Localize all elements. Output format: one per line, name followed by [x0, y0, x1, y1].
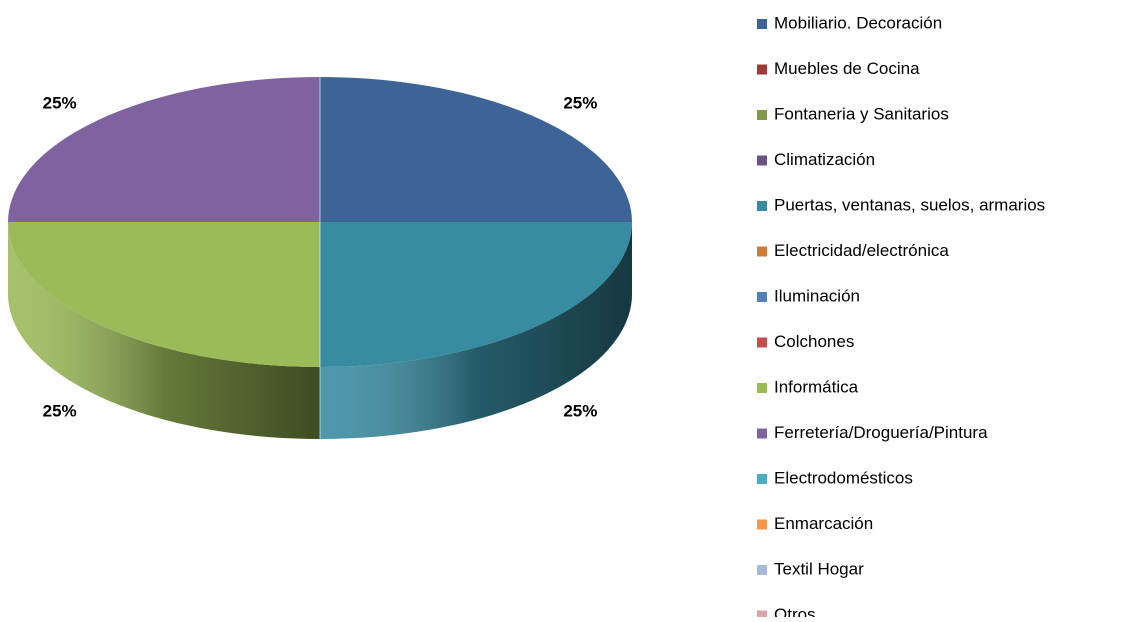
legend-label: Iluminación	[774, 286, 860, 305]
legend-swatch	[757, 519, 767, 530]
legend-swatch	[757, 428, 767, 439]
legend-swatch	[757, 292, 767, 302]
legend-swatch	[757, 474, 767, 484]
value-label: 25%	[43, 401, 77, 420]
value-label: 25%	[43, 94, 77, 113]
legend-swatch	[757, 201, 767, 211]
legend-label: Enmarcación	[774, 514, 873, 533]
legend-swatch	[757, 64, 767, 75]
legend-label: Informática	[774, 377, 859, 396]
legend-swatch	[757, 19, 767, 29]
pie-slice	[320, 77, 632, 222]
legend-swatch	[757, 155, 767, 166]
legend-label: Climatización	[774, 150, 875, 169]
legend-swatch	[757, 610, 767, 621]
pie-slice	[8, 222, 320, 367]
legend-label: Electrodomésticos	[774, 468, 913, 487]
legend-swatch	[757, 565, 767, 575]
legend-label: Textil Hogar	[774, 559, 864, 578]
pie-slice	[8, 77, 320, 222]
legend-swatch	[757, 110, 767, 120]
legend-label: Puertas, ventanas, suelos, armarios	[774, 195, 1045, 214]
legend-label: Colchones	[774, 332, 854, 351]
value-label: 25%	[563, 401, 597, 420]
legend-swatch	[757, 383, 767, 393]
legend-label: Ferretería/Droguería/Pintura	[774, 423, 988, 442]
legend-swatch	[757, 337, 767, 348]
legend-label: Muebles de Cocina	[774, 59, 920, 78]
legend-swatch	[757, 246, 767, 257]
pie-side-shade	[320, 222, 632, 439]
value-label: 25%	[563, 94, 597, 113]
pie-side-shade	[8, 222, 320, 439]
legend-label: Electricidad/electrónica	[774, 241, 949, 260]
pie-slice	[320, 222, 632, 367]
legend-label: Fontaneria y Sanitarios	[774, 104, 949, 123]
legend-label: Mobiliario. Decoración	[774, 13, 942, 32]
legend-label: Otros	[774, 605, 816, 617]
